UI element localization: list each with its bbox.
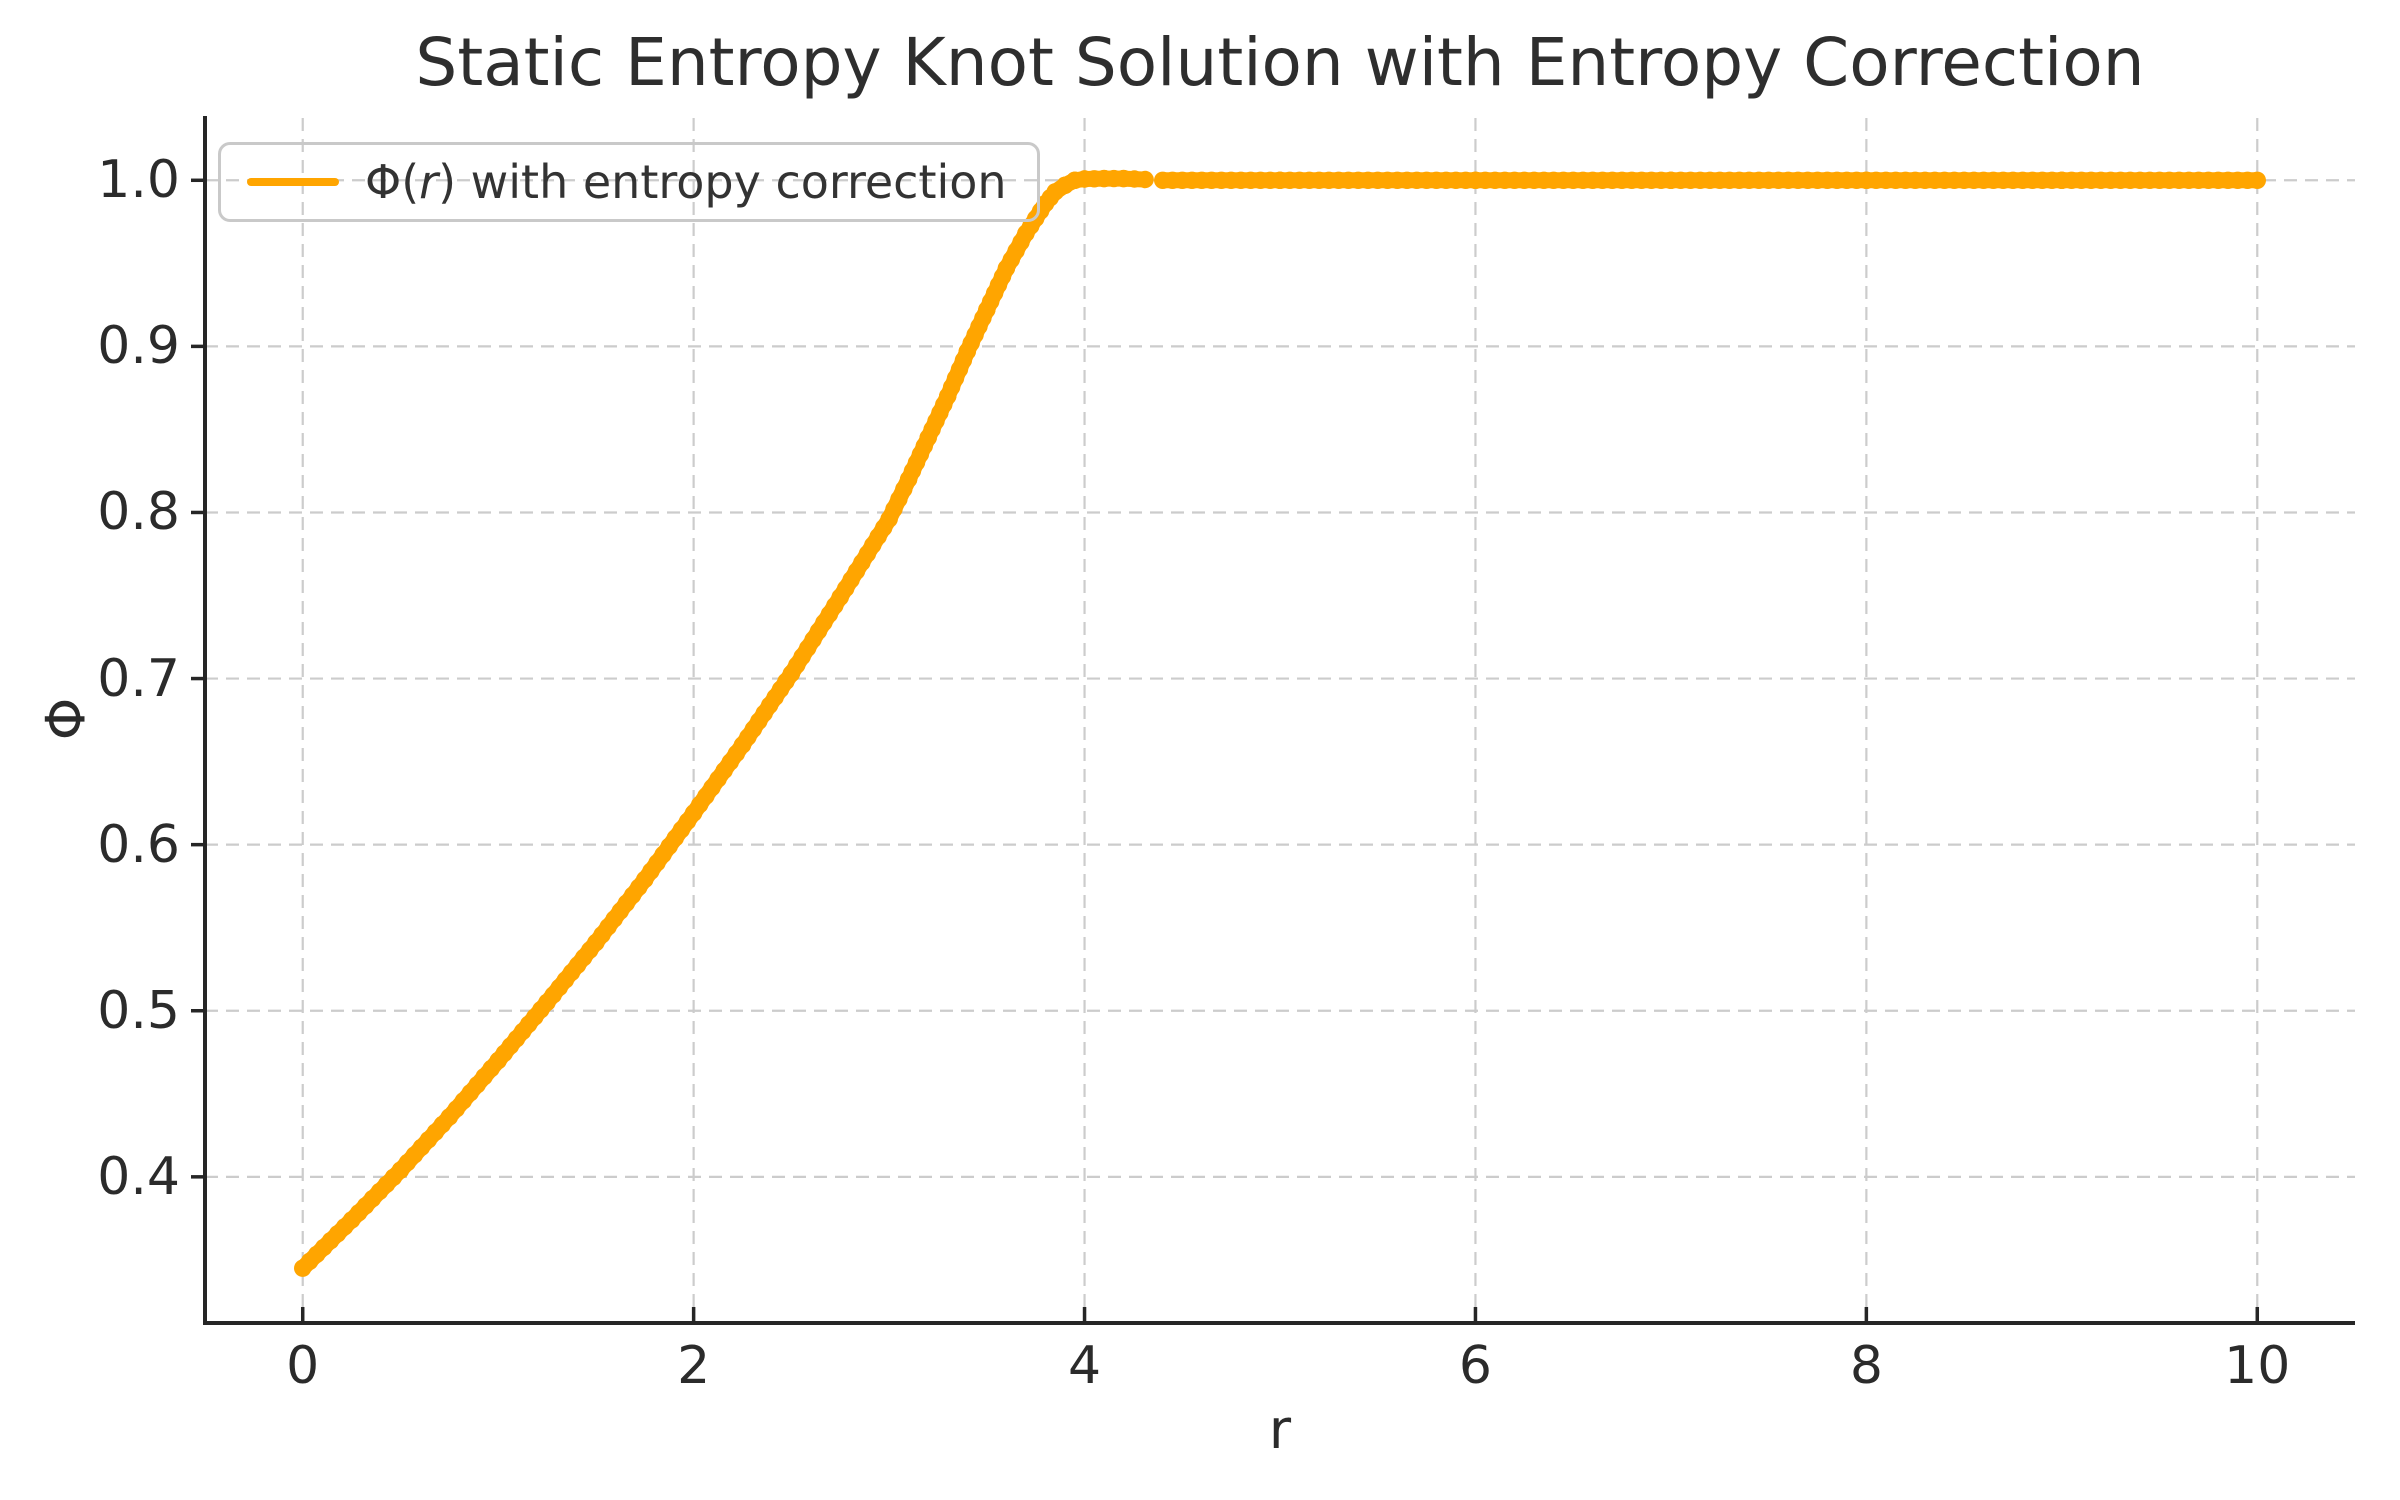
y-tick-label: 1.0	[97, 150, 180, 211]
y-tick-label: 0.6	[97, 814, 180, 875]
legend-line-sample	[247, 178, 339, 186]
x-tick-label: 6	[1458, 1336, 1492, 1396]
y-tick-label: 0.8	[97, 482, 180, 543]
y-tick-label: 0.9	[97, 316, 180, 377]
x-tick-label: 4	[1067, 1336, 1102, 1396]
series-line[interactable]	[294, 170, 1154, 1277]
chart-title: Static Entropy Knot Solution with Entrop…	[415, 24, 2145, 101]
y-tick-label: 0.5	[97, 980, 180, 1041]
y-tick-label: 0.7	[97, 648, 180, 709]
y-axis-label: Φ	[34, 697, 98, 741]
legend-label: Φ(r) with entropy correction	[365, 155, 1007, 209]
x-axis-label: r	[1268, 1398, 1292, 1461]
x-tick-label: 2	[677, 1336, 711, 1396]
series-point	[2248, 171, 2266, 189]
series-point	[1136, 170, 1154, 189]
x-tick-label: 8	[1849, 1336, 1883, 1396]
x-tick-label: 0	[286, 1336, 320, 1396]
legend: Φ(r) with entropy correction	[218, 142, 1040, 222]
x-tick-label: 10	[2224, 1336, 2291, 1396]
y-tick-label: 0.4	[97, 1146, 180, 1207]
